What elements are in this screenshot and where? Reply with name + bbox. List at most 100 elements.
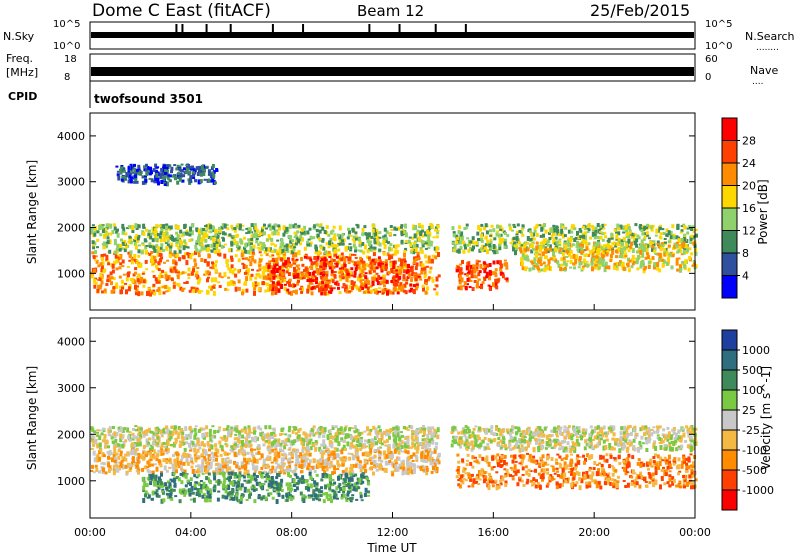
- power-cell: [599, 230, 603, 233]
- power-cell: [230, 264, 234, 269]
- power-cell: [532, 261, 536, 265]
- power-cell: [370, 248, 374, 252]
- velocity-cell: [396, 442, 400, 447]
- power-cell: [309, 243, 312, 247]
- power-cell: [166, 243, 170, 248]
- power-cell: [365, 236, 369, 241]
- velocity-cell: [186, 461, 190, 466]
- power-cell: [558, 238, 562, 241]
- power-cell: [646, 223, 650, 227]
- power-cell: [483, 226, 486, 231]
- velocity-cell: [308, 433, 312, 438]
- power-cell: [414, 277, 418, 282]
- power-cell: [508, 226, 512, 231]
- velocity-cell: [344, 433, 348, 437]
- power-cell: [485, 230, 489, 235]
- power-cell: [325, 272, 329, 277]
- power-cell: [466, 237, 470, 240]
- power-cell: [519, 247, 522, 252]
- power-cell: [359, 256, 363, 260]
- power-cell: [214, 250, 218, 254]
- velocity-cell: [644, 426, 648, 429]
- velocity-cell: [188, 433, 192, 437]
- power-cell: [202, 172, 206, 177]
- velocity-cell: [618, 438, 622, 444]
- power-cell: [375, 229, 379, 235]
- power-cell: [209, 173, 213, 177]
- power-cell: [202, 238, 206, 242]
- power-cell: [271, 286, 275, 292]
- power-cell: [216, 233, 220, 238]
- power-cell: [252, 282, 255, 286]
- power-cell: [594, 261, 598, 265]
- power-cell: [94, 281, 98, 285]
- power-cell: [530, 232, 534, 237]
- power-cell: [136, 224, 140, 228]
- power-cell: [289, 235, 293, 241]
- power-cell: [370, 235, 374, 239]
- velocity-cell: [267, 439, 271, 445]
- power-cell: [350, 280, 354, 286]
- power-cell: [424, 247, 428, 250]
- power-cell: [107, 262, 111, 266]
- velocity-cell: [454, 439, 458, 445]
- power-cell: [181, 257, 185, 259]
- velocity-cell: [553, 442, 557, 448]
- power-cell: [482, 267, 486, 270]
- power-cell: [378, 287, 382, 290]
- power-cell: [285, 243, 289, 248]
- power-cell: [206, 289, 209, 295]
- power-cell: [95, 259, 99, 264]
- power-cell: [220, 225, 224, 230]
- power-cell: [473, 268, 477, 274]
- power-cell: [183, 239, 187, 244]
- power-cell: [347, 262, 351, 265]
- velocity-cell: [509, 448, 513, 452]
- power-cell: [135, 227, 139, 230]
- power-cell: [241, 262, 245, 265]
- velocity-cell: [470, 447, 474, 452]
- power-cell: [267, 224, 271, 228]
- velocity-cell: [600, 427, 604, 433]
- power-cell: [321, 239, 325, 243]
- power-cell: [539, 234, 543, 238]
- power-cell: [415, 262, 419, 267]
- power-cell: [535, 248, 539, 253]
- power-cell: [624, 252, 628, 257]
- velocity-cell: [559, 426, 563, 430]
- power-cell: [162, 291, 166, 295]
- velocity-cell: [574, 442, 578, 447]
- power-cell: [112, 223, 116, 227]
- power-cell: [188, 289, 192, 293]
- power-cell: [134, 236, 138, 240]
- power-cell: [283, 277, 287, 280]
- power-cell: [319, 265, 323, 270]
- power-cell: [538, 249, 542, 253]
- power-cell: [601, 261, 605, 267]
- power-cell: [117, 255, 121, 260]
- power-cell: [164, 284, 167, 289]
- power-cell: [603, 232, 607, 235]
- power-cell: [291, 257, 295, 261]
- power-cell: [366, 239, 370, 244]
- power-cell: [540, 226, 544, 232]
- power-cell: [214, 263, 217, 268]
- velocity-cell: [163, 431, 167, 435]
- power-cell: [341, 286, 345, 289]
- velocity-cell: [394, 442, 398, 447]
- power-cell: [242, 264, 246, 269]
- power-cell: [603, 250, 607, 253]
- power-cell: [384, 260, 388, 265]
- power-cell: [569, 255, 573, 259]
- power-cell: [683, 233, 687, 236]
- power-cell: [363, 263, 366, 267]
- power-cell: [615, 234, 619, 240]
- power-cell: [458, 281, 462, 285]
- power-cell: [627, 257, 630, 262]
- power-cell: [362, 290, 366, 294]
- velocity-cell: [560, 431, 564, 436]
- power-cell: [354, 256, 358, 259]
- velocity-cell: [337, 441, 341, 447]
- power-cell: [181, 271, 185, 275]
- power-cell: [640, 242, 644, 245]
